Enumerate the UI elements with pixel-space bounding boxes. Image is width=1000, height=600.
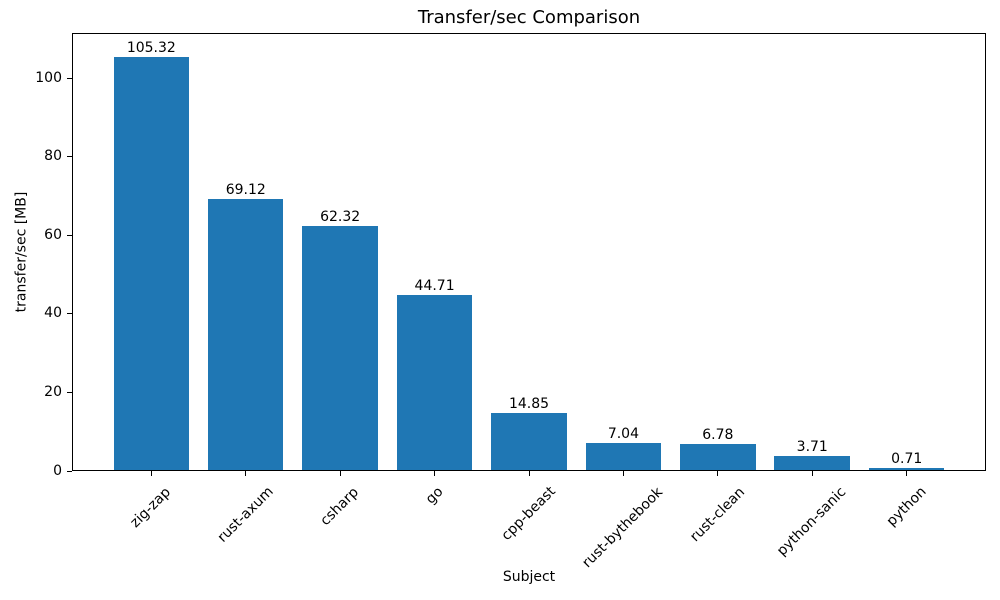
y-tick-label: 20 xyxy=(44,383,62,400)
bar-value-label: 44.71 xyxy=(414,278,455,295)
y-tick-label: 100 xyxy=(35,69,62,86)
bar-rust-axum xyxy=(207,199,284,471)
x-axis-label: Subject xyxy=(502,569,556,585)
bar-cpp-beast xyxy=(491,412,567,471)
y-axis-label: transfer/sec [MB] xyxy=(13,191,30,313)
bar-value-label: 62.32 xyxy=(320,209,361,226)
x-tick-mark xyxy=(528,471,530,476)
x-tick-mark xyxy=(622,471,624,476)
x-tick-label: python xyxy=(883,483,930,530)
y-tick-label: 80 xyxy=(44,148,62,165)
bar-value-label: 105.32 xyxy=(126,40,176,57)
bar-csharp xyxy=(302,226,378,471)
bar-value-label: 14.85 xyxy=(508,395,550,412)
y-tick-mark xyxy=(67,313,72,315)
bar-value-label: 69.12 xyxy=(225,182,266,199)
bar-value-label: 7.04 xyxy=(607,426,639,443)
x-tick-mark xyxy=(906,471,908,476)
bar-value-label: 0.71 xyxy=(891,451,923,468)
bar-value-label: 6.78 xyxy=(702,427,734,444)
y-tick-mark xyxy=(67,391,72,393)
y-tick-mark xyxy=(67,234,72,236)
bar-python xyxy=(868,468,945,471)
bar-zig-zap xyxy=(113,57,190,471)
x-tick-label: zig-zap xyxy=(127,483,175,531)
bar-value-label: 3.71 xyxy=(796,439,828,456)
x-tick-mark xyxy=(245,471,247,476)
y-tick-mark xyxy=(67,470,72,472)
y-tick-label: 40 xyxy=(44,305,62,322)
x-tick-label: rust-clean xyxy=(687,483,748,545)
bar-rust-bythebook xyxy=(585,443,662,471)
x-tick-mark xyxy=(811,471,813,476)
chart-title: Transfer/sec Comparison xyxy=(417,7,641,28)
bar-go xyxy=(396,295,473,471)
bar-rust-clean xyxy=(680,444,756,471)
x-tick-mark xyxy=(434,471,436,476)
bar-python-sanic xyxy=(774,456,851,471)
x-tick-label: cpp-beast xyxy=(498,483,559,545)
y-tick-mark xyxy=(67,77,72,79)
x-tick-mark xyxy=(339,471,341,476)
x-tick-label: go xyxy=(422,483,447,508)
x-tick-label: csharp xyxy=(317,483,363,529)
y-tick-label: 60 xyxy=(44,226,62,243)
x-tick-label: rust-bythebook xyxy=(579,484,667,571)
x-tick-mark xyxy=(717,471,719,476)
x-tick-label: python-sanic xyxy=(774,483,850,560)
y-tick-label: 0 xyxy=(53,462,62,479)
y-tick-mark xyxy=(67,156,72,158)
x-tick-label: rust-axum xyxy=(214,484,277,547)
x-tick-mark xyxy=(150,471,152,476)
